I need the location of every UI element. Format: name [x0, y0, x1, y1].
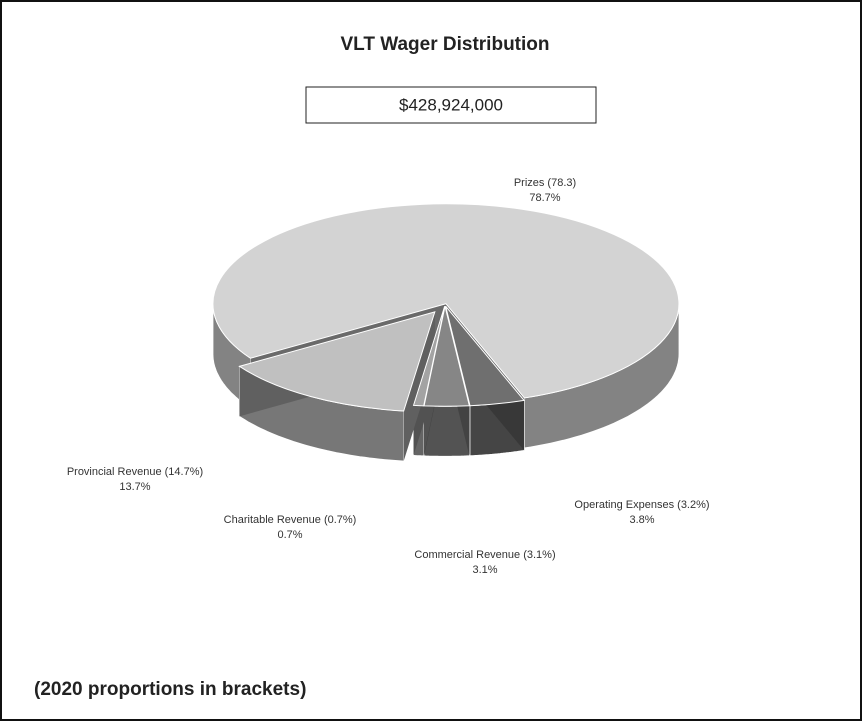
slice-value-label: 3.1%	[472, 564, 497, 576]
slice-value-label: 0.7%	[277, 529, 302, 541]
slice	[445, 305, 526, 407]
slice-value-label: 13.7%	[119, 481, 150, 493]
subtitle: $428,924,000	[399, 95, 503, 114]
slice	[412, 306, 446, 407]
subtitle-box	[305, 86, 597, 124]
slice-label: Charitable Revenue (0.7%)	[224, 514, 357, 526]
slice-value-label: 78.7%	[529, 192, 560, 204]
pie	[212, 203, 680, 462]
slice	[212, 203, 680, 399]
slice-label: Operating Expenses (3.2%)	[574, 499, 709, 511]
slice-label: Prizes (78.3)	[514, 177, 576, 189]
footnote: (2020 proportions in brackets)	[34, 679, 306, 700]
slice-label: Commercial Revenue (3.1%)	[414, 549, 555, 561]
chart-title: VLT Wager Distribution	[341, 34, 550, 55]
slice	[238, 311, 436, 412]
slice-label: Provincial Revenue (14.7%)	[67, 466, 203, 478]
slice-value-label: 3.8%	[629, 514, 654, 526]
